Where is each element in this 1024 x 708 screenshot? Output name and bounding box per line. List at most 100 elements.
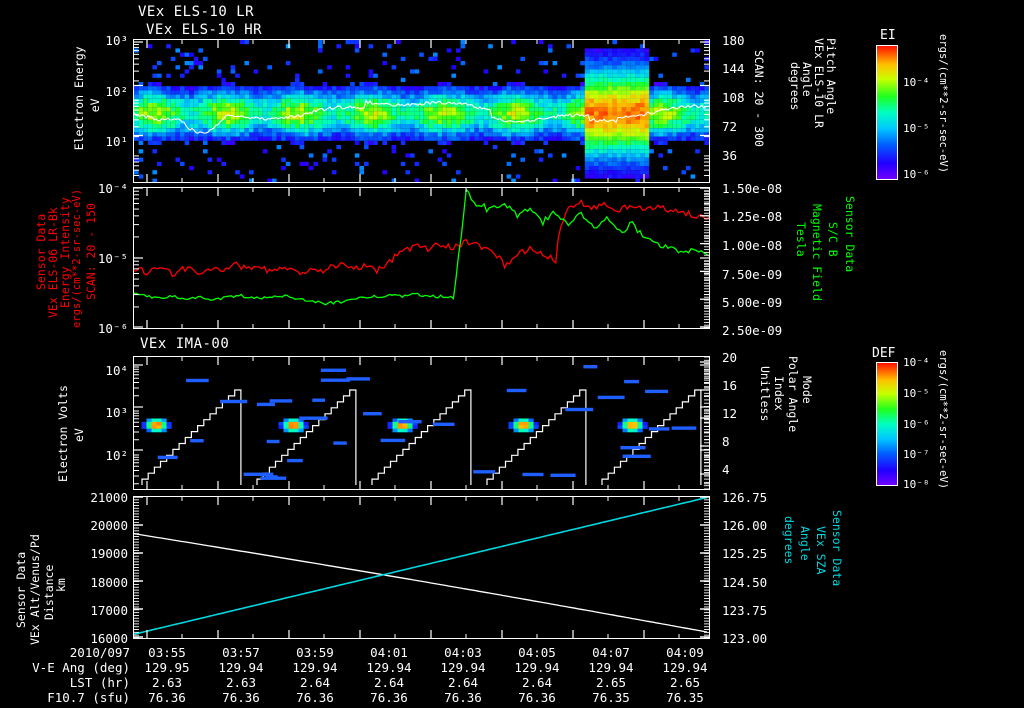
ve-ang-cell-2: 129.94 — [292, 660, 338, 675]
p4-left-label-0: Sensor Data — [14, 551, 28, 628]
p3-y2tick-4: 4 — [722, 462, 730, 477]
p4-left-label-3: km — [54, 578, 68, 592]
f107-cell-0: 76.36 — [148, 690, 186, 705]
p2-right-label-1: S/C B — [826, 222, 840, 257]
p4-ytick-3: 18000 — [90, 575, 128, 590]
p1-ytick-1: 10² — [105, 84, 128, 99]
p3-colorbar — [876, 362, 898, 486]
f107-cell-1: 76.36 — [222, 690, 260, 705]
p3-y2tick-0: 20 — [722, 350, 738, 365]
p1-y2tick-3: 72 — [722, 119, 738, 134]
time-cell-2: 03:59 — [296, 645, 334, 660]
p2-y2tick-1: 1.25e-08 — [722, 209, 783, 224]
p2-ytick-1: 10⁻⁵ — [97, 251, 128, 266]
p2-y2tick-5: 2.50e-09 — [722, 323, 783, 338]
row-label-f107: F10.7 (sfu) — [47, 690, 130, 705]
p2-left-label-4: SCAN: 20 - 150 — [84, 203, 98, 300]
p4-left-label-2: Distance — [42, 564, 56, 620]
time-cell-0: 03:55 — [148, 645, 186, 660]
p3-colorbar-name: DEF — [872, 346, 896, 361]
p1-y2tick-1: 144 — [722, 61, 745, 76]
p3-y2tick-2: 12 — [722, 406, 738, 421]
f107-cell-3: 76.36 — [370, 690, 408, 705]
p2-ytick-2: 10⁻⁶ — [97, 321, 128, 336]
p2-y2tick-3: 7.50e-09 — [722, 267, 783, 282]
p1-colorbar-unit: ergs/(cm**2-sr-sec-eV) — [937, 34, 949, 174]
panel1-title-hr: VEx ELS-10 HR — [146, 22, 263, 38]
f107-cell-4: 76.36 — [444, 690, 482, 705]
p3-y2tick-3: 8 — [722, 434, 730, 449]
p1-y2tick-0: 180 — [722, 33, 745, 48]
ve-ang-cell-3: 129.94 — [366, 660, 412, 675]
panel-ima-spectrogram — [133, 356, 710, 490]
lst-cell-0: 2.63 — [151, 675, 183, 690]
lst-cell-5: 2.64 — [521, 675, 553, 690]
p4-right-label-0: Sensor Data — [830, 510, 844, 587]
p4-ytick-2: 19000 — [90, 546, 128, 561]
time-cell-5: 04:05 — [518, 645, 556, 660]
p4-y2tick-5: 123.00 — [722, 631, 768, 646]
f107-cell-2: 76.36 — [296, 690, 334, 705]
ve-ang-cell-1: 129.94 — [218, 660, 264, 675]
p4-right-label-2: Angle — [798, 526, 812, 561]
p3-y2tick-1: 16 — [722, 378, 738, 393]
panel-altitude-sza — [133, 496, 710, 639]
p2-y2tick-4: 5.00e-09 — [722, 295, 783, 310]
ve-ang-cell-0: 129.95 — [144, 660, 190, 675]
p4-ytick-5: 16000 — [90, 631, 128, 646]
p4-ytick-1: 20000 — [90, 518, 128, 533]
p3-right-label-3: Unitless — [758, 366, 772, 422]
p3-right-label-1: Polar Angle — [786, 356, 800, 433]
row-label-ve-ang: V-E Ang (deg) — [32, 660, 130, 675]
p1-colorbar-name: EI — [880, 28, 896, 43]
p1-right-label-3: degrees — [788, 62, 802, 111]
p3-right-label-2: Index — [772, 376, 786, 411]
f107-cell-7: 76.35 — [666, 690, 704, 705]
p1-ytick-0: 10³ — [105, 33, 128, 48]
p1-colorbar — [876, 45, 898, 180]
table-row-date-time: 2010/097 03:55 03:57 03:59 04:01 04:03 0… — [0, 645, 722, 660]
time-cell-4: 04:03 — [444, 645, 482, 660]
lst-cell-3: 2.64 — [373, 675, 405, 690]
p1-y2tick-2: 108 — [722, 90, 745, 105]
lst-cell-2: 2.64 — [299, 675, 331, 690]
p4-y2tick-2: 125.25 — [722, 546, 768, 561]
p3-left-label-1: eV — [72, 428, 86, 442]
bottom-parameter-table: 2010/097 03:55 03:57 03:59 04:01 04:03 0… — [0, 645, 722, 705]
lst-cell-6: 2.65 — [595, 675, 627, 690]
p4-ytick-4: 17000 — [90, 603, 128, 618]
ve-ang-cell-6: 129.94 — [588, 660, 634, 675]
p3-ytick-1: 10³ — [105, 405, 128, 420]
p3-ytick-0: 10⁴ — [105, 363, 128, 378]
time-cell-6: 04:07 — [592, 645, 630, 660]
p2-right-label-3: Tesla — [794, 222, 808, 257]
panel3-title: VEx IMA-00 — [140, 336, 230, 352]
panel1-title-lr: VEx ELS-10 LR — [138, 4, 255, 20]
p2-y2tick-0: 1.50e-08 — [722, 181, 783, 196]
p3-colorbar-tick-3: 10⁻⁷ — [903, 448, 930, 461]
p1-left-axis-unit: eV — [78, 98, 113, 140]
p2-ytick-0: 10⁻⁴ — [97, 181, 128, 196]
p3-colorbar-tick-4: 10⁻⁸ — [903, 478, 930, 491]
p4-y2tick-4: 123.75 — [722, 603, 768, 618]
time-cell-7: 04:09 — [666, 645, 704, 660]
p1-colorbar-tick-2: 10⁻⁶ — [903, 168, 930, 181]
p1-right-label-0: Pitch Angle — [824, 38, 838, 115]
ve-ang-cell-4: 129.94 — [440, 660, 486, 675]
p3-left-label-0: Electron Volts — [56, 385, 70, 482]
f107-cell-5: 76.36 — [518, 690, 556, 705]
p3-ytick-2: 10² — [105, 448, 128, 463]
time-cell-1: 03:57 — [222, 645, 260, 660]
p4-y2tick-1: 126.00 — [722, 518, 768, 533]
p2-right-label-0: Sensor Data — [843, 196, 857, 273]
p1-right-label-2: Angle — [800, 62, 814, 97]
p2-left-label-3: ergs/(cm**2-sr-sec-eV) — [71, 188, 83, 328]
p2-right-label-2: Magnetic Field — [810, 204, 824, 301]
p3-right-label-0: Mode — [800, 376, 814, 404]
table-row-ve-ang: V-E Ang (deg) 129.95 129.94 129.94 129.9… — [0, 660, 722, 675]
lst-cell-4: 2.64 — [447, 675, 479, 690]
p4-y2tick-3: 124.50 — [722, 575, 768, 590]
ve-ang-cell-5: 129.94 — [514, 660, 560, 675]
lst-cell-1: 2.63 — [225, 675, 257, 690]
